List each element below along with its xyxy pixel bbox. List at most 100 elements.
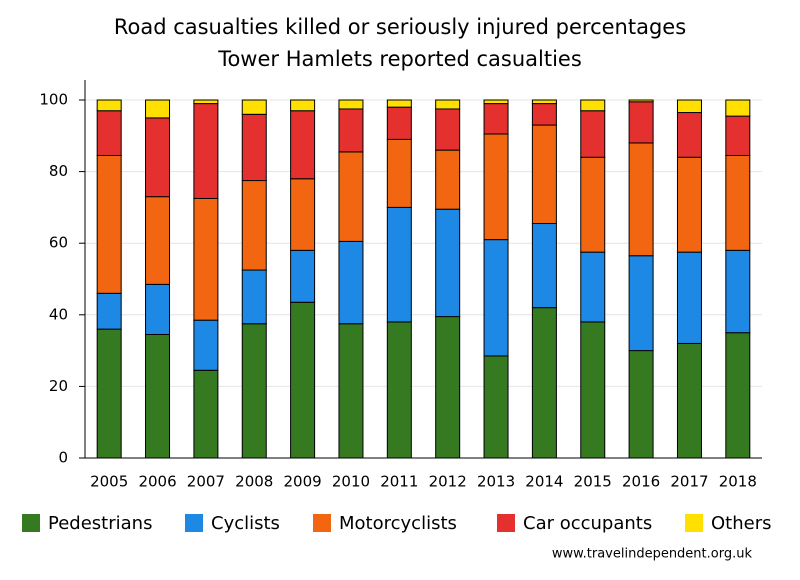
bar-segment: [435, 316, 461, 459]
source: www.travelindependent.org.uk: [552, 547, 753, 562]
bar-segment: [483, 133, 509, 241]
bar-segment: [290, 99, 316, 112]
bar-segment: [628, 101, 654, 144]
bar-segment: [193, 319, 219, 371]
bar-segment: [338, 240, 364, 325]
bar-segment: [96, 154, 122, 294]
legend-label: Car occupants: [523, 513, 652, 534]
bar-segment: [580, 321, 606, 459]
bar-segment: [290, 301, 316, 459]
bar-segment: [145, 99, 171, 119]
bar-segment: [290, 249, 316, 303]
legend-swatch: [22, 514, 40, 532]
legend-swatch: [685, 514, 703, 532]
bar-segment: [96, 110, 122, 156]
bar-segment: [241, 113, 267, 182]
chart-subtitle: Tower Hamlets reported casualties: [217, 47, 582, 71]
bar-segment: [241, 269, 267, 325]
bar-segment: [725, 154, 751, 251]
bar-segment: [338, 151, 364, 242]
legend-swatch: [185, 514, 203, 532]
x-tick-label: 2006: [138, 473, 176, 491]
x-tick-label: 2017: [670, 473, 708, 491]
y-tick-label: 60: [49, 234, 68, 252]
bar-segment: [580, 99, 606, 112]
legend-label: Cyclists: [211, 513, 280, 534]
bar-segment: [435, 208, 461, 318]
bar-segment: [290, 178, 316, 251]
bar-segment: [96, 328, 122, 459]
bar-segment: [193, 197, 219, 321]
bar-segment: [531, 99, 557, 105]
bar-segment: [531, 223, 557, 309]
chart-title: Road casualties killed or seriously inju…: [114, 15, 686, 39]
bar-segment: [145, 283, 171, 335]
legend-label: Pedestrians: [48, 513, 152, 534]
bar-segment: [96, 99, 122, 112]
legend-swatch: [497, 514, 515, 532]
x-tick-label: 2014: [525, 473, 563, 491]
bar-segment: [338, 99, 364, 110]
bar-segment: [483, 239, 509, 357]
legend-label: Motorcyclists: [339, 513, 457, 534]
legend-label: Others: [711, 513, 772, 534]
bar-segment: [676, 156, 702, 253]
x-tick-label: 2010: [332, 473, 370, 491]
bar-segment: [483, 103, 509, 135]
bar-segment: [386, 106, 412, 140]
bar-segment: [145, 333, 171, 459]
bar-segment: [386, 138, 412, 208]
bar-segment: [435, 108, 461, 151]
bar-segment: [435, 149, 461, 210]
bar-segment: [580, 110, 606, 158]
bar-segment: [145, 196, 171, 285]
y-tick-label: 20: [49, 377, 68, 395]
bar-segment: [483, 99, 509, 105]
bar-segment: [193, 369, 219, 459]
bar-segment: [628, 99, 654, 103]
bar-segment: [338, 108, 364, 153]
x-tick-label: 2005: [90, 473, 128, 491]
bar-segment: [241, 323, 267, 459]
y-tick-label: 0: [58, 449, 68, 467]
x-tick-label: 2018: [719, 473, 757, 491]
bar-segment: [435, 99, 461, 110]
legend-swatch: [313, 514, 331, 532]
bar-segment: [386, 321, 412, 459]
y-tick-label: 40: [49, 305, 68, 323]
bar-segment: [145, 117, 171, 198]
x-tick-label: 2008: [235, 473, 273, 491]
bar-segment: [676, 342, 702, 459]
y-tick-label: 80: [49, 162, 68, 180]
x-tick-label: 2016: [622, 473, 660, 491]
x-tick-label: 2007: [187, 473, 225, 491]
bar-segment: [241, 180, 267, 271]
bar-segment: [241, 99, 267, 115]
bar-segment: [628, 350, 654, 459]
bar-segment: [580, 156, 606, 253]
bar-segment: [676, 251, 702, 344]
bar-segment: [531, 103, 557, 126]
bar-segment: [193, 103, 219, 199]
x-tick-label: 2013: [477, 473, 515, 491]
bar-segment: [580, 251, 606, 323]
bar-segment: [725, 115, 751, 156]
bar-segment: [531, 307, 557, 459]
bar-segment: [483, 355, 509, 459]
bar-segment: [628, 255, 654, 352]
x-tick-label: 2012: [429, 473, 467, 491]
bar-segment: [290, 110, 316, 180]
bar-segment: [338, 323, 364, 459]
bar-segment: [531, 124, 557, 225]
bar-segment: [96, 292, 122, 330]
bar-segment: [628, 142, 654, 257]
bar-segment: [725, 332, 751, 459]
x-tick-label: 2009: [284, 473, 322, 491]
x-tick-label: 2011: [380, 473, 418, 491]
bar-segment: [386, 206, 412, 323]
bar-segment: [725, 249, 751, 334]
bar-segment: [676, 99, 702, 114]
bar-segment: [676, 112, 702, 158]
bar-segment: [386, 99, 412, 108]
